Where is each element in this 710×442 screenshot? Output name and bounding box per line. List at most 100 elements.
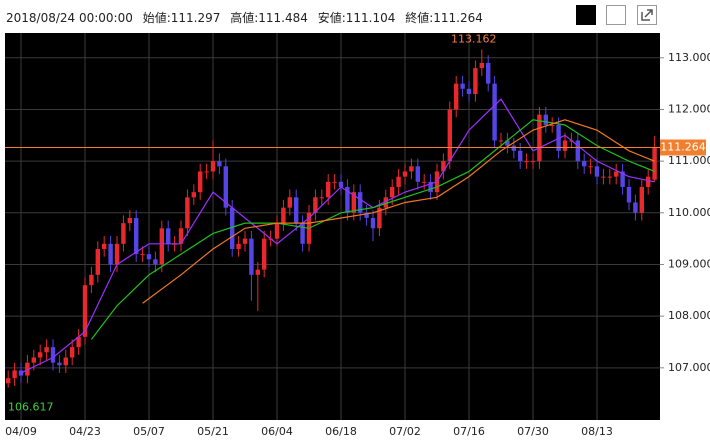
y-tick-label: 113.000 <box>668 51 710 64</box>
candle-body <box>25 362 30 376</box>
candle-body <box>76 336 81 348</box>
candle-body <box>594 166 600 177</box>
popout-button[interactable] <box>637 5 657 25</box>
candle-body <box>6 378 11 384</box>
plot-area <box>5 33 660 420</box>
candle-body <box>543 114 548 125</box>
candle-body <box>383 197 388 208</box>
candle-body <box>332 181 337 183</box>
candle-body <box>479 62 484 69</box>
last-price-label: 111.264 <box>660 140 706 153</box>
candle-body <box>486 62 491 84</box>
y-tick-label: 108.000 <box>668 309 710 322</box>
candle-body <box>12 370 17 379</box>
candle-body <box>287 197 292 208</box>
candle-body <box>441 161 446 172</box>
candle-body <box>409 166 414 172</box>
candle-body <box>607 176 612 178</box>
candle-body <box>146 254 152 260</box>
candle-body <box>108 243 113 265</box>
candle-body <box>569 140 574 142</box>
candle-body <box>127 217 132 224</box>
candle-body <box>44 347 49 353</box>
candle-body <box>575 140 580 162</box>
candle-body <box>370 217 376 229</box>
candle-body <box>50 347 56 363</box>
datetime: 2018/08/24 00:00:00 <box>6 11 133 25</box>
candle-body <box>242 238 248 244</box>
x-tick-label: 08/13 <box>581 425 613 438</box>
candle-body <box>82 285 88 337</box>
candle-body <box>620 171 625 187</box>
y-tick-label: 107.000 <box>668 361 710 374</box>
candle-body <box>562 140 568 151</box>
candle-body <box>492 83 497 141</box>
candle-body <box>121 223 126 244</box>
x-tick-label: 06/04 <box>261 425 293 438</box>
candle-body <box>358 192 363 213</box>
candle-body <box>460 83 465 89</box>
candle-body <box>198 171 203 193</box>
light-theme-button[interactable] <box>606 5 626 25</box>
candle-body <box>524 161 529 163</box>
candle-body <box>377 207 382 229</box>
candle-body <box>588 166 593 168</box>
x-tick-label: 05/07 <box>133 425 165 438</box>
candle-body <box>114 243 120 265</box>
candle-body <box>434 171 440 193</box>
x-tick-label: 07/16 <box>453 425 485 438</box>
candle-body <box>428 181 433 193</box>
candle-body <box>326 181 331 198</box>
y-tick-label: 110.000 <box>668 206 710 219</box>
dark-theme-button[interactable] <box>576 5 596 25</box>
header: 2018/08/24 00:00:00 始値:111.297 高値:111.48… <box>6 9 489 26</box>
candle-body <box>313 197 318 213</box>
candle-body <box>281 207 286 224</box>
candle-body <box>364 212 369 218</box>
candle-body <box>300 223 305 244</box>
candle-body <box>185 197 190 229</box>
candle-body <box>319 197 324 199</box>
candle-body <box>306 212 312 244</box>
candle-body <box>422 181 427 183</box>
candle-body <box>505 140 510 146</box>
candle-body <box>204 171 209 173</box>
candle-body <box>550 124 555 126</box>
candle-body <box>345 186 350 213</box>
x-tick-label: 04/23 <box>69 425 101 438</box>
candle-body <box>38 352 43 358</box>
field: 高値:111.484 <box>230 11 308 25</box>
candle-body <box>498 140 504 142</box>
candle-body <box>89 274 94 286</box>
candle-body <box>210 161 216 172</box>
candle-body <box>191 192 196 198</box>
candle-body <box>268 238 273 240</box>
candle-body <box>402 171 408 177</box>
field: 安値:111.104 <box>317 11 396 25</box>
candle-body <box>274 223 280 239</box>
y-tick-label: 112.000 <box>668 102 710 115</box>
x-tick-label: 07/02 <box>389 425 421 438</box>
candle-body <box>447 109 452 162</box>
candle-body <box>582 161 587 167</box>
candle-body <box>255 269 260 275</box>
field: 始値:111.297 <box>142 11 221 25</box>
candle-body <box>390 186 395 198</box>
candle-body <box>633 202 638 213</box>
candle-body <box>351 192 356 213</box>
candle-body <box>249 238 254 275</box>
candle-body <box>338 181 344 187</box>
x-tick-label: 06/18 <box>325 425 357 438</box>
candle-body <box>159 228 164 265</box>
candle-body <box>646 176 651 187</box>
candle-body <box>63 357 68 366</box>
candle-body <box>466 88 472 94</box>
candle-body <box>454 83 459 110</box>
moving-average <box>142 119 655 304</box>
x-tick-label: 07/30 <box>517 425 549 438</box>
candle-body <box>178 228 184 244</box>
moving-average <box>90 119 655 340</box>
y-tick-label: 109.000 <box>668 257 710 270</box>
